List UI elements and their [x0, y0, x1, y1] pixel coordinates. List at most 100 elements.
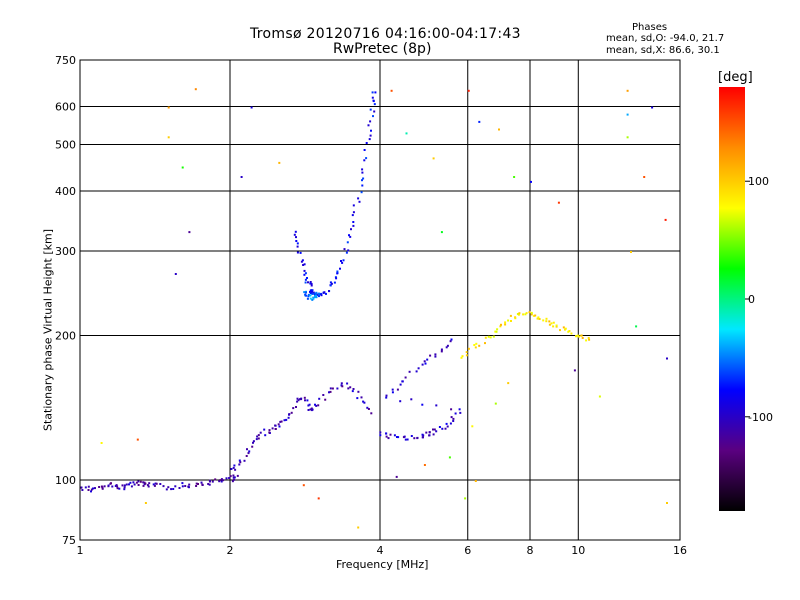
- trace-point: [184, 485, 187, 487]
- scatter-point: [395, 475, 398, 478]
- scatter-point: [144, 502, 147, 504]
- trace-point: [155, 482, 158, 485]
- trace-point: [487, 335, 490, 338]
- scatter-point: [635, 325, 638, 328]
- trace-point: [416, 436, 419, 439]
- colorbar-ticks: 100 0 -100: [745, 175, 773, 424]
- plot-frame: [79, 59, 681, 541]
- trace-point: [287, 416, 290, 419]
- trace-point: [305, 291, 307, 294]
- trace-point: [277, 423, 280, 426]
- trace-point: [452, 417, 455, 420]
- scatter-point: [432, 157, 435, 160]
- trace-point: [165, 488, 168, 491]
- trace-point: [368, 138, 371, 141]
- trace-point: [306, 277, 308, 279]
- trace-point: [309, 294, 312, 297]
- trace-point: [308, 403, 311, 406]
- trace-point: [366, 406, 369, 409]
- trace-point: [432, 428, 434, 431]
- trace-point: [318, 295, 320, 298]
- trace-point: [524, 313, 527, 316]
- scatter-point: [573, 369, 576, 372]
- y-tick-label: 400: [55, 185, 76, 198]
- trace-point: [489, 336, 492, 339]
- colorbar-unit-label: [deg]: [718, 70, 753, 85]
- trace-point: [309, 292, 312, 294]
- trace-point: [454, 412, 457, 415]
- trace-point: [335, 277, 338, 280]
- trace-point: [347, 387, 350, 390]
- trace-point: [315, 296, 318, 299]
- trace-point: [500, 323, 502, 326]
- trace-point: [294, 230, 297, 233]
- trace-point: [379, 431, 382, 434]
- trace-point: [247, 452, 250, 455]
- trace-point: [274, 424, 277, 427]
- trace-point: [188, 483, 191, 486]
- x-tick-label: 10: [571, 544, 585, 557]
- scatter-point: [317, 497, 320, 500]
- trace-point: [346, 241, 349, 244]
- trace-point: [92, 487, 94, 490]
- scatter-point: [194, 88, 197, 91]
- trace-point: [385, 396, 388, 399]
- trace-point: [238, 463, 241, 466]
- trace-point: [303, 273, 306, 276]
- trace-point: [231, 480, 234, 483]
- trace-point: [367, 408, 370, 410]
- trace-point: [239, 461, 242, 464]
- trace-point: [530, 311, 533, 314]
- trace-point: [440, 350, 443, 353]
- scatter-point: [507, 382, 510, 385]
- scatter-point: [666, 357, 668, 360]
- trace-point: [429, 354, 432, 357]
- scatter-point: [278, 161, 281, 164]
- trace-point: [137, 480, 140, 483]
- trace-point: [507, 319, 510, 322]
- trace-point: [363, 401, 366, 404]
- trace-point: [233, 464, 236, 467]
- trace-point: [413, 437, 416, 440]
- trace-point: [367, 124, 370, 127]
- trace-point: [279, 420, 282, 423]
- trace-point: [246, 448, 248, 451]
- trace-point: [434, 355, 437, 358]
- scatter-point: [557, 201, 560, 204]
- trace-point: [135, 481, 138, 484]
- trace-point: [588, 338, 591, 341]
- trace-point: [80, 486, 83, 489]
- trace-point: [195, 482, 198, 485]
- trace-point: [174, 485, 177, 488]
- trace-point: [218, 480, 221, 483]
- trace-point: [159, 483, 162, 485]
- scatter-point: [498, 128, 500, 131]
- trace-point: [399, 400, 402, 403]
- trace-point: [214, 478, 217, 481]
- phases-o-stats: mean, sd,O: -94.0, 21.7: [606, 33, 725, 44]
- trace-point: [499, 325, 502, 328]
- trace-point: [379, 434, 382, 437]
- scatter-point: [440, 231, 443, 234]
- x-tick-label: 16: [673, 544, 687, 557]
- trace-point: [465, 354, 468, 357]
- trace-point: [167, 486, 170, 489]
- trace-point: [245, 455, 248, 457]
- trace-point: [154, 482, 157, 485]
- trace-point: [219, 479, 222, 482]
- trace-point: [148, 482, 151, 485]
- scatter-point: [626, 136, 629, 139]
- trace-point: [348, 234, 350, 237]
- phases-x-stats: mean, sd,X: 86.6, 30.1: [606, 45, 720, 56]
- trace-point: [548, 323, 551, 326]
- trace-point: [98, 486, 101, 488]
- trace-point: [408, 370, 411, 373]
- trace-point: [181, 485, 184, 488]
- trace-point: [310, 284, 313, 287]
- trace-point: [428, 431, 431, 434]
- trace-point: [361, 171, 364, 174]
- trace-point: [342, 259, 345, 262]
- scatter-point: [174, 273, 177, 275]
- trace-point: [296, 400, 299, 403]
- trace-point: [352, 204, 355, 207]
